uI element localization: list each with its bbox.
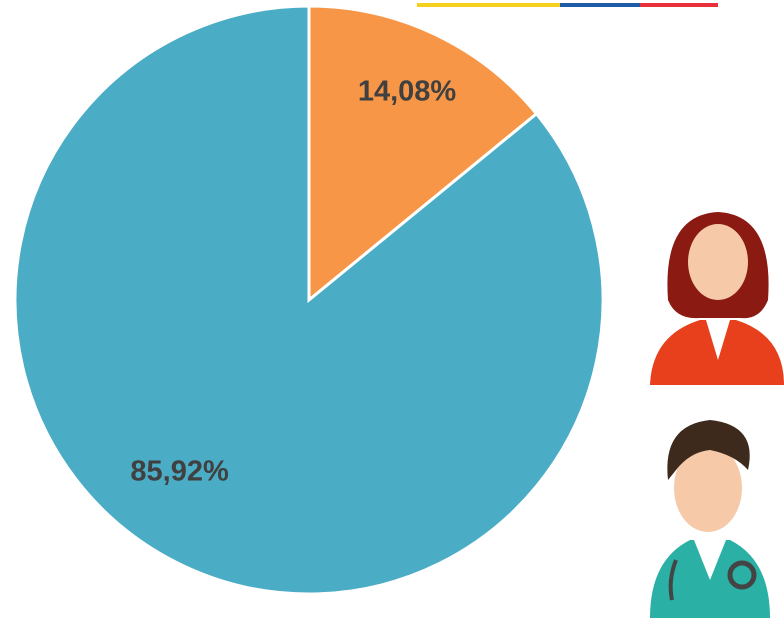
woman-icon: [650, 212, 784, 385]
stripe-yellow: [417, 3, 560, 7]
data-label: 85,92%: [130, 456, 229, 488]
chart: 14,08% 85,92%: [0, 0, 784, 618]
doctor-icon: [650, 420, 770, 618]
data-label: 14,08%: [358, 76, 457, 108]
woman-face: [688, 224, 748, 300]
pie: [15, 6, 603, 594]
flag-stripe: [417, 3, 718, 7]
stripe-blue: [560, 3, 640, 7]
stripe-red: [640, 3, 718, 7]
